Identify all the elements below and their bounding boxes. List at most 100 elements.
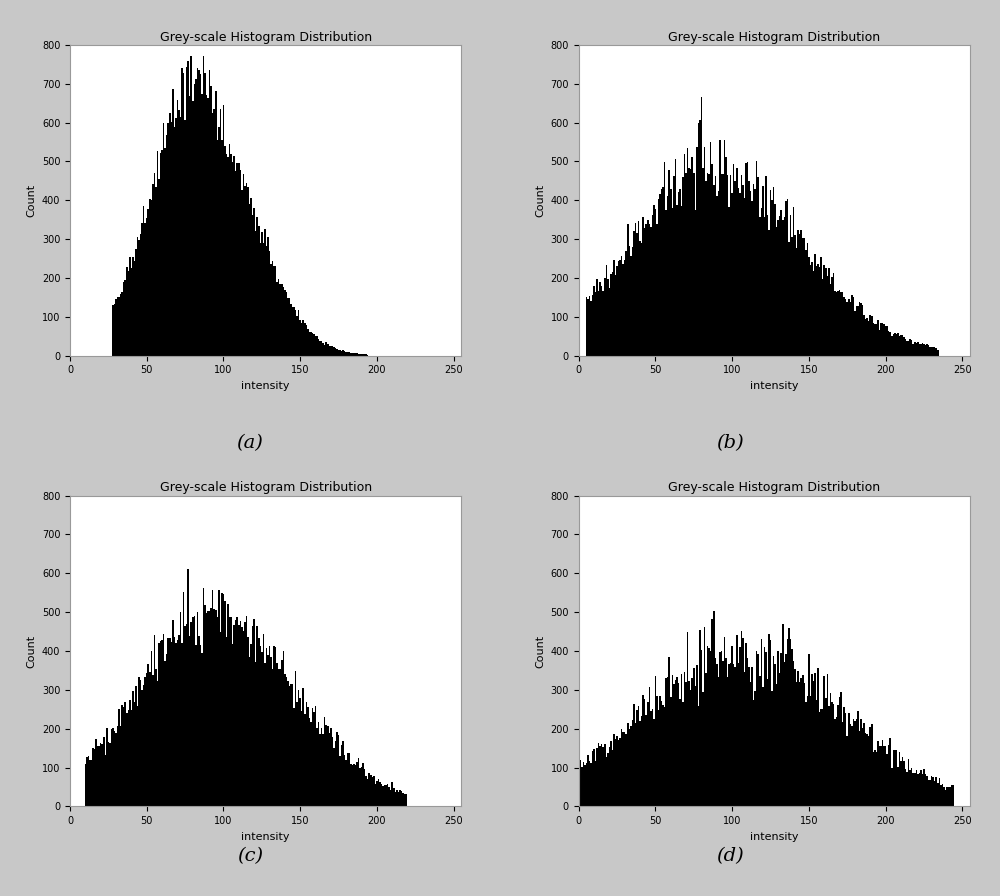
Bar (275, 266, 276, 356)
Bar (730, 175, 731, 356)
Bar (805, 702, 807, 806)
Bar (624, 260, 625, 356)
Bar (771, 691, 773, 806)
Bar (684, 672, 685, 806)
Bar (227, 157, 229, 356)
Bar (263, 243, 264, 356)
Bar (353, 353, 355, 356)
Bar (108, 743, 109, 806)
Bar (929, 348, 931, 356)
Bar (189, 636, 190, 806)
Bar (621, 729, 622, 806)
Bar (817, 668, 819, 806)
Bar (831, 278, 833, 356)
Bar (578, 773, 579, 806)
Bar (764, 217, 765, 356)
Bar (198, 71, 200, 356)
Bar (154, 173, 155, 356)
Bar (638, 220, 639, 356)
Bar (232, 162, 233, 356)
Bar (289, 297, 290, 356)
Bar (797, 671, 799, 806)
Bar (678, 683, 679, 806)
Bar (347, 352, 349, 356)
Bar (834, 719, 836, 806)
Bar (587, 299, 589, 356)
Bar (290, 685, 292, 806)
Bar (367, 355, 368, 356)
Bar (863, 315, 865, 356)
Bar (342, 350, 344, 356)
Bar (206, 613, 207, 806)
Bar (903, 762, 905, 806)
Bar (126, 713, 128, 806)
Bar (157, 681, 158, 806)
Bar (312, 708, 313, 806)
Bar (187, 61, 189, 356)
Bar (203, 56, 204, 356)
Bar (583, 762, 584, 806)
Bar (645, 715, 647, 806)
Bar (733, 664, 734, 806)
Bar (270, 657, 272, 806)
Bar (161, 640, 163, 806)
Bar (633, 231, 635, 356)
Bar (765, 177, 767, 356)
Bar (650, 711, 652, 806)
Bar (946, 788, 948, 806)
Bar (333, 747, 335, 806)
Bar (839, 697, 840, 806)
Bar (339, 756, 341, 806)
Bar (190, 56, 192, 356)
Bar (790, 640, 791, 806)
Bar (335, 741, 336, 806)
Bar (935, 349, 937, 356)
X-axis label: intensity: intensity (750, 831, 799, 841)
Bar (897, 332, 899, 356)
Bar (951, 785, 952, 806)
Bar (97, 746, 98, 806)
Bar (928, 780, 929, 806)
Bar (619, 261, 621, 356)
Bar (270, 264, 272, 356)
Bar (817, 264, 819, 356)
Bar (681, 674, 682, 806)
Bar (805, 250, 807, 356)
Bar (644, 228, 645, 356)
Bar (705, 180, 707, 356)
Bar (814, 254, 816, 356)
Bar (352, 765, 353, 806)
Bar (879, 746, 880, 806)
Bar (675, 680, 676, 806)
Bar (707, 646, 708, 806)
Bar (212, 113, 213, 356)
Bar (759, 676, 761, 806)
Bar (705, 673, 707, 806)
Bar (874, 324, 876, 356)
Bar (636, 710, 638, 806)
Bar (236, 616, 238, 806)
Bar (925, 774, 926, 806)
Bar (799, 682, 800, 806)
Bar (773, 656, 774, 806)
Bar (718, 191, 719, 356)
Bar (175, 118, 177, 356)
Bar (756, 650, 757, 806)
Bar (128, 271, 129, 356)
Bar (636, 233, 638, 356)
Bar (779, 216, 780, 356)
Bar (258, 639, 260, 806)
Bar (402, 793, 404, 806)
Bar (134, 702, 135, 806)
Bar (837, 291, 839, 356)
Bar (296, 316, 298, 356)
Bar (627, 722, 629, 806)
Bar (302, 320, 304, 356)
Bar (163, 633, 164, 806)
Bar (306, 702, 307, 806)
Bar (375, 784, 376, 806)
Bar (905, 769, 906, 806)
Bar (710, 142, 711, 356)
Bar (932, 777, 934, 806)
Bar (811, 674, 813, 806)
